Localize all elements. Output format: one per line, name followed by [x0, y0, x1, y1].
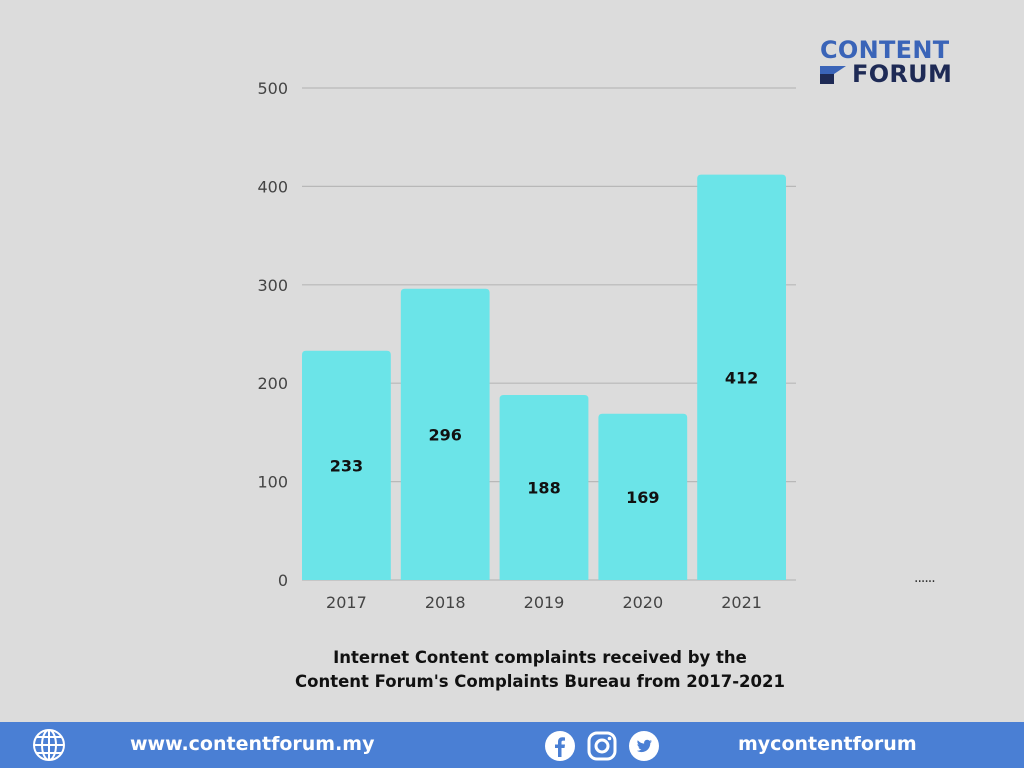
data-label-2021: 412	[725, 368, 758, 387]
logo-text-forum: FORUM	[852, 60, 953, 88]
website-link[interactable]: www.contentforum.my	[130, 733, 375, 755]
facebook-icon[interactable]	[544, 730, 576, 762]
logo-text-content: CONTENT	[820, 36, 950, 64]
chart-caption: Internet Content complaints received by …	[180, 646, 900, 694]
y-tick-label: 500	[257, 79, 288, 98]
data-label-2017: 233	[330, 456, 363, 475]
twitter-icon[interactable]	[628, 730, 660, 762]
data-label-2018: 296	[428, 425, 461, 444]
logo-mark-icon	[820, 66, 846, 84]
bar-2020	[598, 413, 688, 580]
y-tick-label: 0	[278, 571, 288, 590]
decorative-dots: ......	[914, 570, 936, 586]
caption-line-1: Internet Content complaints received by …	[333, 648, 747, 667]
y-tick-label: 100	[257, 473, 288, 492]
bars	[302, 174, 786, 581]
y-tick-label: 400	[257, 177, 288, 196]
data-labels: 233 296 188 169 412	[330, 368, 759, 507]
x-tick-label: 2021	[721, 593, 762, 612]
x-tick-label: 2020	[622, 593, 663, 612]
content-forum-logo: CONTENT FORUM	[820, 38, 990, 90]
x-tick-label: 2018	[425, 593, 466, 612]
y-tick-label: 200	[257, 374, 288, 393]
bar-2021	[697, 174, 786, 581]
y-axis-ticks: 0 100 200 300 400 500	[257, 79, 288, 590]
data-label-2019: 188	[527, 479, 560, 498]
x-axis-ticks: 2017 2018 2019 2020 2021	[326, 593, 762, 612]
caption-line-2: Content Forum's Complaints Bureau from 2…	[295, 672, 785, 691]
bar-2019	[499, 395, 589, 580]
globe-icon[interactable]	[32, 728, 66, 762]
bar-2017	[302, 350, 391, 580]
data-label-2020: 169	[626, 488, 659, 507]
x-tick-label: 2017	[326, 593, 367, 612]
instagram-icon[interactable]	[586, 730, 618, 762]
social-handle[interactable]: mycontentforum	[738, 733, 917, 755]
x-tick-label: 2019	[524, 593, 565, 612]
y-tick-label: 300	[257, 276, 288, 295]
bar-2018	[400, 288, 490, 580]
footer-bar: www.contentforum.my mycontentforum	[0, 722, 1024, 768]
